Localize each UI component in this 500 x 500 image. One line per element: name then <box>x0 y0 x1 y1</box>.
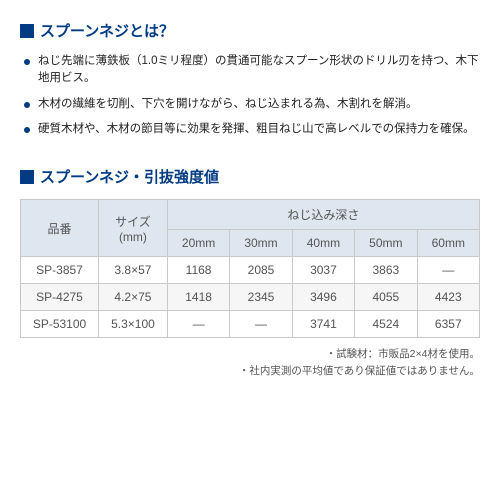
table-header-row: 品番 サイズ (mm) ねじ込み深さ <box>21 200 480 230</box>
section1-title: スプーンネジとは？ <box>40 20 174 41</box>
table-row: SP-3857 3.8×57 1168 2085 3037 3863 ― <box>21 257 480 284</box>
table-row: SP-4275 4.2×75 1418 2345 3496 4055 4423 <box>21 284 480 311</box>
square-bullet-icon <box>20 170 34 184</box>
bullet-text: 硬質木材や、木材の節目等に効果を発揮、粗目ねじ山で高レベルでの保持力を確保。 <box>38 121 475 138</box>
section2-title: スプーンネジ・引抜強度値 <box>40 166 219 187</box>
bullet-text: 木材の繊維を切削、下穴を開けながら、ねじ込まれる為、木割れを解消。 <box>38 96 418 113</box>
th-depth: 20mm <box>167 230 229 257</box>
cell-product: SP-3857 <box>21 257 99 284</box>
cell-value: 3496 <box>292 284 354 311</box>
cell-value: 4524 <box>355 311 417 338</box>
cell-value: ― <box>230 311 292 338</box>
section2-heading: スプーンネジ・引抜強度値 <box>20 166 480 187</box>
th-depth: 50mm <box>355 230 417 257</box>
th-size-line1: サイズ <box>115 215 151 229</box>
cell-size: 3.8×57 <box>99 257 168 284</box>
th-depth-group: ねじ込み深さ <box>167 200 479 230</box>
table-row: SP-53100 5.3×100 ― ― 3741 4524 6357 <box>21 311 480 338</box>
dot-icon <box>24 59 30 65</box>
th-depth: 60mm <box>417 230 479 257</box>
bullet-text: ねじ先端に薄鉄板（1.0ミリ程度）の貫通可能なスプーン形状のドリル刃を持つ、木下… <box>38 53 480 88</box>
cell-size: 5.3×100 <box>99 311 168 338</box>
footnotes: ・試験材：市販品2×4材を使用。 ・社内実測の平均値であり保証値ではありません。 <box>20 346 480 380</box>
cell-value: 4055 <box>355 284 417 311</box>
strength-table: 品番 サイズ (mm) ねじ込み深さ 20mm 30mm 40mm 50mm 6… <box>20 199 480 338</box>
cell-size: 4.2×75 <box>99 284 168 311</box>
footnote: ・試験材：市販品2×4材を使用。 <box>20 346 480 363</box>
square-bullet-icon <box>20 24 34 38</box>
dot-icon <box>24 102 30 108</box>
cell-value: 6357 <box>417 311 479 338</box>
dot-icon <box>24 127 30 133</box>
cell-value: 3741 <box>292 311 354 338</box>
strength-table-wrap: 品番 サイズ (mm) ねじ込み深さ 20mm 30mm 40mm 50mm 6… <box>20 199 480 338</box>
th-size: サイズ (mm) <box>99 200 168 257</box>
cell-value: 2345 <box>230 284 292 311</box>
th-depth: 40mm <box>292 230 354 257</box>
cell-product: SP-4275 <box>21 284 99 311</box>
cell-value: 4423 <box>417 284 479 311</box>
cell-value: 3037 <box>292 257 354 284</box>
cell-value: 2085 <box>230 257 292 284</box>
cell-value: ― <box>417 257 479 284</box>
section1-bullets: ねじ先端に薄鉄板（1.0ミリ程度）の貫通可能なスプーン形状のドリル刃を持つ、木下… <box>24 53 480 138</box>
cell-product: SP-53100 <box>21 311 99 338</box>
section1-heading: スプーンネジとは？ <box>20 20 480 41</box>
th-depth: 30mm <box>230 230 292 257</box>
th-size-line2: (mm) <box>119 230 147 244</box>
cell-value: 1168 <box>167 257 229 284</box>
cell-value: ― <box>167 311 229 338</box>
footnote: ・社内実測の平均値であり保証値ではありません。 <box>20 363 480 380</box>
cell-value: 3863 <box>355 257 417 284</box>
bullet-item: 木材の繊維を切削、下穴を開けながら、ねじ込まれる為、木割れを解消。 <box>24 96 480 113</box>
bullet-item: ねじ先端に薄鉄板（1.0ミリ程度）の貫通可能なスプーン形状のドリル刃を持つ、木下… <box>24 53 480 88</box>
th-product: 品番 <box>21 200 99 257</box>
cell-value: 1418 <box>167 284 229 311</box>
bullet-item: 硬質木材や、木材の節目等に効果を発揮、粗目ねじ山で高レベルでの保持力を確保。 <box>24 121 480 138</box>
